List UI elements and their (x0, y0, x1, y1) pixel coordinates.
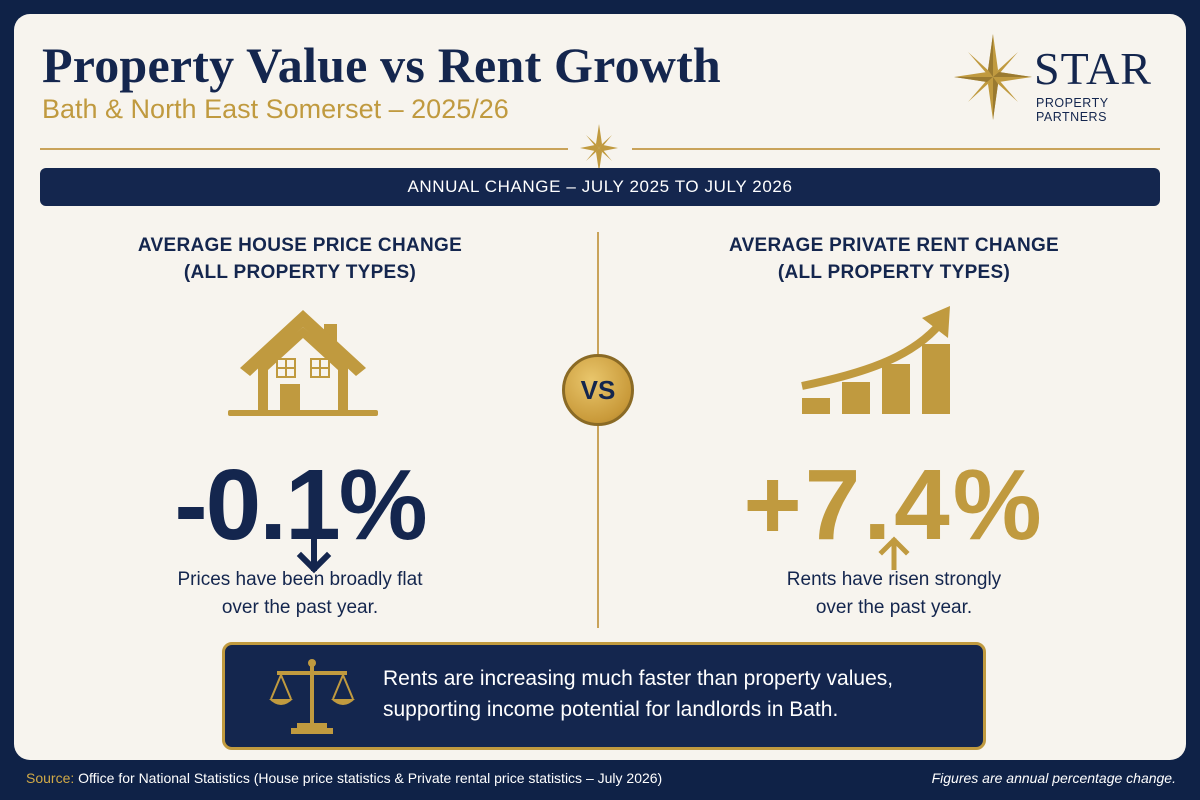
divider-star-icon (580, 124, 618, 172)
center-divider (597, 232, 599, 628)
house-price-note: Prices have been broadly flat over the p… (40, 566, 560, 622)
compass-star-icon (954, 34, 1032, 120)
house-price-note-line1: Prices have been broadly flat (177, 569, 423, 590)
footer-note: Figures are annual percentage change. (931, 770, 1176, 786)
source-text: Office for National Statistics (House pr… (74, 770, 663, 786)
house-icon (228, 310, 378, 416)
summary-line2: supporting income potential for landlord… (383, 698, 839, 721)
house-price-heading-line1: AVERAGE HOUSE PRICE CHANGE (137, 235, 463, 256)
vs-badge: VS (562, 354, 634, 426)
rent-heading-line2: (ALL PROPERTY TYPES) (777, 262, 1011, 283)
house-price-note-line2: over the past year. (221, 597, 379, 618)
arrow-down-icon (296, 538, 332, 574)
rent-note-line1: Rents have risen strongly (786, 569, 1002, 590)
summary-box: Rents are increasing much faster than pr… (222, 642, 986, 750)
footer-source: Source: Office for National Statistics (… (26, 770, 662, 786)
page-title: Property Value vs Rent Growth (42, 37, 721, 93)
balance-scale-icon (269, 659, 355, 734)
rent-heading-line1: AVERAGE PRIVATE RENT CHANGE (728, 235, 1060, 256)
rent-note-line2: over the past year. (815, 597, 973, 618)
period-banner: ANNUAL CHANGE – JULY 2025 TO JULY 2026 (40, 168, 1160, 206)
divider-left (40, 148, 568, 150)
summary-text: Rents are increasing much faster than pr… (383, 663, 963, 725)
rent-panel: AVERAGE PRIVATE RENT CHANGE (ALL PROPERT… (634, 220, 1154, 630)
rent-note: Rents have risen strongly over the past … (634, 566, 1154, 622)
summary-line1: Rents are increasing much faster than pr… (383, 667, 894, 690)
page-subtitle: Bath & North East Somerset – 2025/26 (42, 94, 509, 124)
house-price-heading: AVERAGE HOUSE PRICE CHANGE (ALL PROPERTY… (40, 232, 560, 286)
house-price-heading-line2: (ALL PROPERTY TYPES) (183, 262, 417, 283)
star-logo: STAR PROPERTY PARTNERS (954, 32, 1174, 124)
logo-wordmark: STAR (1034, 43, 1152, 94)
divider-right (632, 148, 1160, 150)
logo-tagline: PROPERTY PARTNERS (1036, 96, 1109, 124)
rent-heading: AVERAGE PRIVATE RENT CHANGE (ALL PROPERT… (634, 232, 1154, 286)
house-price-change-value: -0.1% (174, 449, 427, 561)
infographic-card: Property Value vs Rent Growth Bath & Nor… (14, 14, 1186, 760)
house-price-panel: AVERAGE HOUSE PRICE CHANGE (ALL PROPERTY… (40, 220, 560, 630)
source-label: Source: (26, 770, 75, 786)
rising-bar-chart-icon (801, 306, 950, 414)
arrow-up-icon (878, 536, 910, 570)
